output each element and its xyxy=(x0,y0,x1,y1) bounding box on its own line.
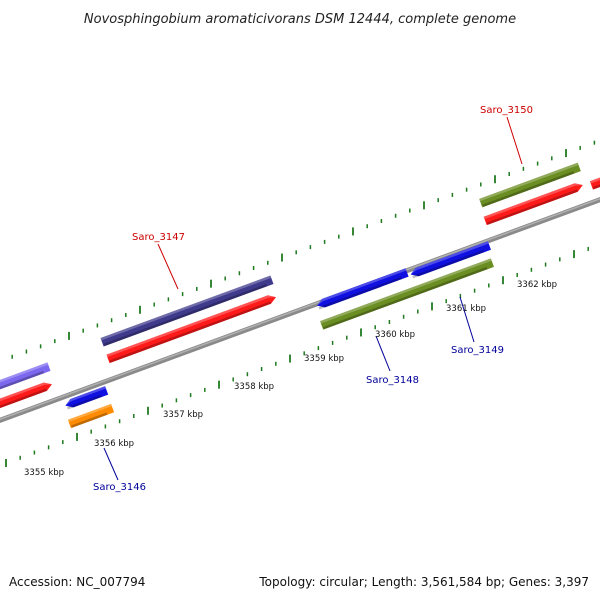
gene-highlight xyxy=(316,268,407,306)
cds-saro-3148-3149 xyxy=(320,258,494,330)
leader-saro-3150 xyxy=(506,116,523,165)
label-leaders xyxy=(103,116,523,481)
gene-shadow xyxy=(486,189,578,225)
genome-backbone-highlight xyxy=(0,197,600,421)
leader-saro-3146 xyxy=(103,447,119,481)
scale-label: 3361 kbp xyxy=(446,304,486,314)
gene-label-saro-3150[interactable]: Saro_3150 xyxy=(480,105,533,116)
gene-label-saro-3148[interactable]: Saro_3148 xyxy=(366,375,419,386)
scale-label: 3362 kbp xyxy=(517,280,557,290)
gene-shadow xyxy=(482,171,575,207)
gene-saro-3148 xyxy=(316,268,409,310)
gene-shadow xyxy=(323,266,488,330)
gene-label-saro-3149[interactable]: Saro_3149 xyxy=(451,345,504,356)
cds-partial-right xyxy=(589,176,600,190)
gene-saro-3146 xyxy=(65,386,109,410)
gene-highlight xyxy=(483,183,583,220)
gene-body xyxy=(589,176,600,190)
gene-highlight xyxy=(479,162,579,202)
genome-backbone xyxy=(0,197,600,423)
gene-saro-3150 xyxy=(479,162,581,208)
gene-highlight xyxy=(0,362,49,388)
gene-shadow xyxy=(593,183,600,190)
gene-highlight xyxy=(100,275,272,341)
gene-highlight xyxy=(320,258,492,324)
leader-saro-3149 xyxy=(459,296,475,343)
gene-body xyxy=(106,295,277,364)
gene-body xyxy=(410,241,491,277)
gene-highlight xyxy=(589,176,600,184)
gene-track xyxy=(0,162,600,429)
gene-shadow xyxy=(103,284,267,347)
gene-label-saro-3146[interactable]: Saro_3146 xyxy=(93,482,146,493)
genome-summary-text: Topology: circular; Length: 3,561,584 bp… xyxy=(258,575,589,589)
gene-highlight xyxy=(106,295,277,358)
gene-body xyxy=(0,382,52,412)
gene-shadow xyxy=(318,276,403,310)
upper-tick-track xyxy=(11,140,596,359)
gene-shadow xyxy=(0,370,44,394)
gene-body xyxy=(320,258,494,330)
gene-partial-left xyxy=(0,362,51,394)
lower-tick-track xyxy=(5,246,589,467)
gene-saro-3149 xyxy=(410,241,491,279)
gene-body xyxy=(483,183,583,226)
gene-shadow xyxy=(71,412,108,428)
gene-highlight xyxy=(67,403,112,423)
gene-body xyxy=(479,162,581,208)
gene-highlight xyxy=(410,241,489,275)
scale-label: 3356 kbp xyxy=(94,439,134,449)
gene-highlight xyxy=(65,386,106,406)
gene-highlight xyxy=(0,382,52,406)
gene-shadow xyxy=(66,394,102,410)
scale-label: 3359 kbp xyxy=(304,354,344,364)
cds-saro-3146 xyxy=(67,403,115,429)
gene-body xyxy=(100,275,274,347)
cds-saro-3147 xyxy=(106,295,277,364)
scale-label: 3358 kbp xyxy=(234,382,274,392)
accession-text: Accession: NC_007794 xyxy=(9,575,145,589)
leader-saro-3148 xyxy=(375,335,391,372)
cds-partial-left xyxy=(0,382,52,412)
gene-shadow xyxy=(412,249,485,279)
gene-body xyxy=(67,403,115,429)
scale-label: 3355 kbp xyxy=(24,468,64,478)
leader-saro-3147 xyxy=(157,243,179,290)
gene-body xyxy=(316,268,409,308)
gene-saro-3147 xyxy=(100,275,274,347)
gene-shadow xyxy=(109,301,271,363)
gene-label-saro-3147[interactable]: Saro_3147 xyxy=(132,232,185,243)
scale-label: 3357 kbp xyxy=(163,410,203,420)
gene-body xyxy=(65,386,109,408)
cds-saro-3150 xyxy=(483,183,583,226)
gene-body xyxy=(0,362,51,394)
scale-label: 3360 kbp xyxy=(375,330,415,340)
gene-shadow xyxy=(0,388,47,412)
map-title: Novosphingobium aromaticivorans DSM 1244… xyxy=(84,12,516,27)
